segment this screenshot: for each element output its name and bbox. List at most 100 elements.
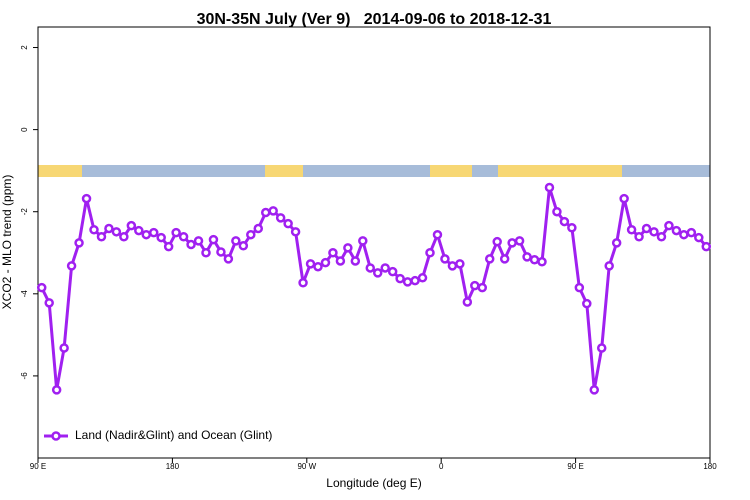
data-point	[328, 248, 338, 258]
data-point	[163, 241, 174, 252]
data-point	[290, 227, 301, 237]
data-point	[559, 216, 570, 227]
data-point	[387, 266, 398, 277]
x-tick-label: 90 W	[297, 462, 316, 471]
data-point	[365, 263, 376, 273]
data-point	[44, 298, 54, 308]
y-tick-label: -6	[20, 372, 29, 380]
data-point	[574, 282, 585, 293]
data-point	[246, 229, 256, 240]
data-point	[201, 248, 211, 258]
data-point	[649, 227, 659, 237]
data-point	[231, 236, 241, 246]
data-point	[178, 232, 189, 242]
data-point	[567, 222, 577, 233]
data-point	[260, 207, 271, 218]
data-point	[335, 256, 346, 266]
data-point	[148, 227, 159, 238]
x-tick-label: 180	[166, 462, 180, 471]
data-point	[410, 275, 420, 286]
data-point	[51, 385, 62, 395]
data-point	[671, 225, 682, 236]
data-point	[514, 236, 525, 246]
data-point	[611, 238, 622, 248]
x-tick-label: 180	[703, 462, 717, 471]
y-tick-label: -4	[20, 290, 29, 298]
data-point	[484, 254, 495, 264]
data-point	[343, 243, 353, 253]
data-point	[529, 254, 540, 265]
data-point	[455, 259, 465, 269]
data-point	[134, 225, 144, 236]
data-point	[582, 298, 592, 309]
data-point	[440, 254, 450, 264]
data-point	[253, 223, 264, 234]
data-point	[74, 238, 84, 248]
y-tick-label: 0	[20, 127, 29, 132]
data-point	[313, 261, 323, 272]
data-point	[171, 227, 181, 238]
data-point	[89, 225, 99, 235]
data-point	[492, 236, 502, 247]
data-point	[686, 227, 697, 238]
y-axis-label: XCO2 - MLO trend (ppm)	[0, 175, 14, 310]
data-point	[626, 225, 637, 235]
data-point	[223, 254, 234, 264]
data-point	[432, 229, 443, 240]
x-axis-label: Longitude (deg E)	[326, 476, 421, 490]
data-point	[81, 193, 92, 204]
x-tick-label: 0	[439, 462, 444, 471]
data-point	[305, 259, 316, 269]
land-band	[498, 165, 622, 177]
land-mask	[38, 165, 710, 177]
plot-frame	[37, 26, 711, 459]
data-point	[126, 220, 137, 231]
data-point	[36, 282, 47, 293]
data-point	[372, 268, 383, 278]
data-point	[522, 252, 532, 262]
land-band	[38, 165, 82, 177]
data-point	[462, 297, 473, 307]
series-line	[40, 185, 708, 392]
data-point	[119, 232, 129, 242]
x-tick-label: 90 E	[30, 462, 46, 471]
data-point	[358, 236, 368, 246]
data-point	[186, 239, 196, 250]
data-point	[589, 385, 600, 395]
data-point	[402, 277, 413, 287]
land-band	[430, 165, 472, 177]
data-point	[701, 241, 712, 252]
x-tick-label: 90 E	[567, 462, 583, 471]
data-point	[208, 234, 219, 245]
data-point	[59, 343, 69, 353]
data-point	[275, 213, 286, 223]
data-point	[111, 227, 122, 237]
data-point	[96, 232, 107, 242]
legend-label: Land (Nadir&Glint) and Ocean (Glint)	[75, 428, 272, 442]
data-point	[470, 280, 480, 291]
data-point	[66, 261, 77, 271]
data-point	[395, 273, 405, 284]
data-point	[544, 182, 555, 193]
data-point	[216, 247, 226, 257]
data-point	[537, 257, 547, 267]
data-point	[499, 254, 510, 264]
data-point	[417, 273, 428, 283]
legend-marker	[51, 431, 61, 441]
data-point	[552, 206, 562, 217]
data-point	[596, 343, 607, 353]
data-point	[694, 232, 704, 243]
data-point	[425, 248, 435, 258]
data-point	[141, 229, 152, 240]
data-point	[477, 282, 488, 293]
data-point	[679, 229, 689, 240]
y-tick-label: -2	[20, 208, 29, 216]
data-point	[156, 232, 166, 243]
data-point	[664, 220, 674, 231]
data-point	[298, 277, 308, 288]
data-point	[604, 261, 614, 271]
data-point	[380, 263, 390, 273]
data-point	[634, 232, 644, 242]
data-point	[283, 218, 293, 229]
